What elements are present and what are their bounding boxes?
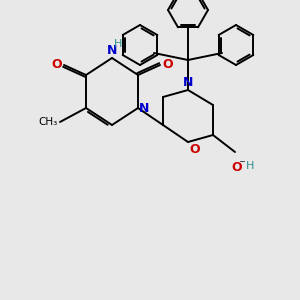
Text: H: H [246, 161, 254, 171]
Text: H: H [114, 39, 122, 49]
Text: N: N [107, 44, 117, 57]
Text: O: O [232, 161, 242, 174]
Text: N: N [139, 101, 149, 115]
Text: CH₃: CH₃ [39, 117, 58, 127]
Text: O: O [162, 58, 172, 71]
Text: N: N [183, 76, 193, 89]
Text: O: O [51, 58, 62, 71]
Text: O: O [189, 143, 200, 156]
